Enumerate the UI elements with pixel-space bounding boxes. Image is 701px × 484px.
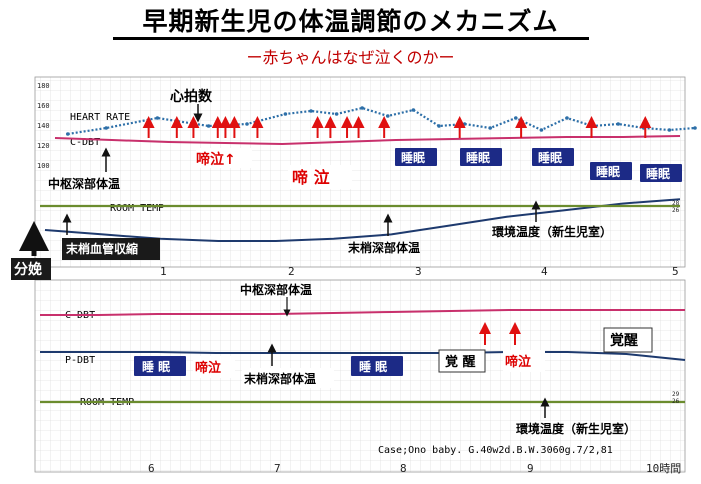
slide-title: 早期新生児の体温調節のメカニズム xyxy=(142,7,559,36)
central-temp-1-annotation: 中枢深部体温 xyxy=(48,176,120,191)
sleep-badge-bottom-label-1: 睡 眠 xyxy=(359,359,387,374)
env-temp-1-annotation: 環境温度（新生児室） xyxy=(492,224,612,239)
c-dbt-bottom-trace xyxy=(40,309,685,316)
awake-2-box xyxy=(603,327,653,353)
y-tick-top-100: 100 xyxy=(37,162,50,170)
vasoconstriction-box xyxy=(62,238,160,260)
sleep-badge-top-label-1: 睡眠 xyxy=(466,150,490,165)
heart-rate-point-4 xyxy=(245,122,249,126)
heart-rate-point-0 xyxy=(66,132,70,136)
awake-2-annotation: 覚醒 xyxy=(610,332,638,349)
heart-rate-point-13 xyxy=(488,126,493,130)
sleep-badge-top-bg-2 xyxy=(532,148,574,166)
cry-bottom-1-annotation: 啼泣 xyxy=(195,360,221,376)
sleep-badge-top-bg-4 xyxy=(640,164,682,182)
p-dbt-trace-label: P-DBT xyxy=(65,355,95,366)
x-tick-top-3: 4 xyxy=(541,265,548,278)
cry-big-box xyxy=(288,165,352,189)
x-tick-top-4: 5 xyxy=(672,265,679,278)
central-temp-2-annotation: 中枢深部体温 xyxy=(240,282,312,297)
heart-rate-point-16 xyxy=(565,116,569,120)
heart-rate-trace xyxy=(67,106,696,136)
sleep-badge-top-1: 睡眠 xyxy=(460,148,502,166)
x-tick-bottom-3: 9 xyxy=(527,462,534,475)
delivery-box xyxy=(11,258,51,280)
y-tick-top-140: 140 xyxy=(37,122,50,130)
heart-rate-point-12 xyxy=(462,122,467,126)
cry-up-annotation: 啼泣↑ xyxy=(196,151,236,168)
heart-rate-point-14 xyxy=(514,116,518,120)
x-tick-bottom-1: 7 xyxy=(274,462,281,475)
sleep-badge-top-label-0: 睡眠 xyxy=(401,150,425,165)
awake-1-annotation: 覚 醒 xyxy=(444,354,476,370)
heart-rate-point-8 xyxy=(360,106,365,110)
sleep-badge-top-3: 睡眠 xyxy=(590,162,632,180)
case-info: Case;Ono baby. G.40w2d.B.W.3060g.7/2,81 xyxy=(378,445,613,456)
sleep-badge-bottom-0: 睡 眠 xyxy=(134,356,186,376)
heart-rate-point-10 xyxy=(411,108,416,112)
delivery-annotation: 分娩 xyxy=(14,261,42,278)
sleep-badge-top-label-2: 睡眠 xyxy=(538,150,562,165)
heart-rate-point-5 xyxy=(283,112,288,116)
sleep-badge-top-4: 睡眠 xyxy=(640,164,682,182)
heart-rate-trace-label: HEART RATE xyxy=(70,112,130,123)
r-tick-bottom-1: 26 xyxy=(672,398,680,405)
title-underline xyxy=(113,37,589,40)
r-tick-bottom-0: 29 xyxy=(672,391,680,398)
p-dbt-bottom-trace xyxy=(40,351,686,361)
heart-rate-point-18 xyxy=(616,122,620,126)
heart-rate-point-1 xyxy=(104,126,108,130)
sleep-badge-top-label-3: 睡眠 xyxy=(596,164,620,179)
r-tick-top-1: 26 xyxy=(672,207,680,214)
sleep-badge-top-0: 睡眠 xyxy=(395,148,437,166)
heart-rate-point-7 xyxy=(334,112,339,116)
cry-bottom-2-annotation: 啼泣 xyxy=(505,354,531,370)
y-tick-top-180: 180 xyxy=(37,82,50,90)
cry-up-box xyxy=(196,148,252,168)
heart-rate-point-21 xyxy=(693,126,697,130)
x-tick-bottom-0: 6 xyxy=(148,462,155,475)
slide-subtitle: ー赤ちゃんはなぜ泣くのかー xyxy=(246,48,455,67)
cry-bottom-2-box xyxy=(503,350,545,372)
sleep-badge-top-bg-1 xyxy=(460,148,502,166)
heart-rate-point-20 xyxy=(667,128,672,132)
sleep-badge-bottom-bg-1 xyxy=(351,356,403,376)
room-temp-top-trace-label: ROOM TEMP xyxy=(110,203,164,214)
heart-rate-point-3 xyxy=(206,124,211,128)
sleep-badge-top-bg-3 xyxy=(590,162,632,180)
peripheral-temp-2-box xyxy=(242,368,334,388)
sleep-badge-top-bg-0 xyxy=(395,148,437,166)
cry-bottom-1-box xyxy=(193,356,235,378)
vasoconstriction-annotation: 末梢血管収縮 xyxy=(66,241,138,256)
c-dbt-top-trace xyxy=(54,135,681,146)
env-temp-2-annotation: 環境温度（新生児室） xyxy=(516,421,636,436)
peripheral-temp-1-annotation: 末梢深部体温 xyxy=(348,240,420,255)
sleep-badge-bottom-bg-0 xyxy=(134,356,186,376)
heart-rate-annotation: 心拍数 xyxy=(170,88,213,105)
r-tick-top-0: 28 xyxy=(672,200,680,207)
y-tick-top-160: 160 xyxy=(37,102,50,110)
awake-1-box xyxy=(438,349,486,373)
x-tick-top-0: 1 xyxy=(160,265,167,278)
x-tick-bottom-2: 8 xyxy=(400,462,407,475)
heart-rate-point-11 xyxy=(437,124,441,128)
cry-big-annotation: 啼 泣 xyxy=(292,168,330,187)
c-dbt-top-trace-label: C-DBT xyxy=(70,137,100,148)
x-tick-top-2: 3 xyxy=(415,265,422,278)
x-tick-top-1: 2 xyxy=(288,265,295,278)
sleep-badge-top-label-4: 睡眠 xyxy=(646,166,670,181)
sleep-badge-top-2: 睡眠 xyxy=(532,148,574,166)
heart-rate-point-9 xyxy=(386,114,390,118)
sleep-badge-bottom-label-0: 睡 眠 xyxy=(142,359,170,374)
y-tick-top-120: 120 xyxy=(37,142,50,150)
sleep-badge-bottom-1: 睡 眠 xyxy=(351,356,403,376)
peripheral-temp-2-annotation: 末梢深部体温 xyxy=(244,371,316,386)
heart-rate-point-6 xyxy=(309,109,313,113)
heart-rate-point-2 xyxy=(155,116,160,120)
x-tick-bottom-4: 10時間 xyxy=(646,462,681,475)
heart-rate-point-15 xyxy=(539,128,544,132)
